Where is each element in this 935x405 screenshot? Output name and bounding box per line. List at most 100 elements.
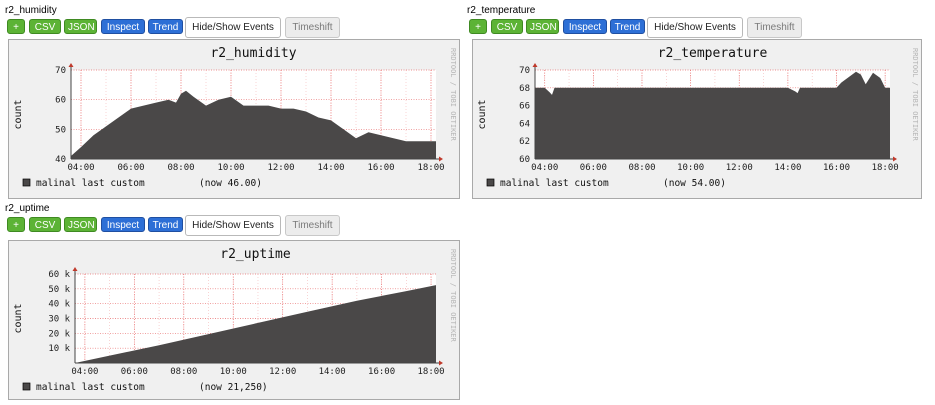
x-tick-label: 12:00 [267, 163, 294, 173]
y-tick-label: 60 k [48, 270, 70, 280]
series-area [535, 71, 890, 159]
trend-button[interactable]: Trend [148, 217, 183, 232]
json-button[interactable]: JSON [64, 217, 97, 232]
x-axis-arrow [439, 360, 443, 366]
y-axis-label: count [13, 303, 24, 333]
y-tick-label: 40 [55, 155, 66, 165]
x-tick-label: 12:00 [726, 163, 753, 173]
x-tick-label: 14:00 [774, 163, 801, 173]
csv-button[interactable]: CSV [29, 217, 61, 232]
x-tick-label: 10:00 [677, 163, 704, 173]
series-area [71, 90, 436, 159]
legend-current-value: (now 54.00) [663, 178, 726, 189]
rrdtool-watermark: RRDTOOL / TOBI OETIKER [911, 48, 919, 142]
x-tick-label: 10:00 [217, 163, 244, 173]
chart-svg: 04:00 06:00 08:00 10:00 12:00 14:00 16:00 18:00… [13, 247, 457, 393]
chart-image: 04:00 06:00 08:00 10:00 12:00 14:00 16:00 18:00… [8, 240, 460, 400]
x-tick-label: 10:00 [220, 367, 247, 377]
y-axis-label: count [477, 99, 488, 129]
hide-show-events-button[interactable]: Hide/Show Events [185, 17, 281, 38]
legend-series-name: malinal last custom [36, 178, 145, 189]
panel-title: r2_humidity [5, 5, 57, 16]
legend-swatch [486, 178, 495, 187]
y-tick-label: 62 [519, 137, 530, 147]
legend-series-name: malinal last custom [36, 382, 145, 393]
x-tick-label: 12:00 [269, 367, 296, 377]
y-axis-arrow [72, 267, 78, 271]
chart-svg: 04:00 06:00 08:00 10:00 12:00 14:00 16:00 18:00… [13, 46, 457, 189]
x-tick-label: 06:00 [580, 163, 607, 173]
y-tick-label: 40 k [48, 300, 70, 310]
add-button[interactable]: + [7, 19, 25, 34]
x-tick-label: 06:00 [117, 163, 144, 173]
x-axis-arrow [439, 156, 443, 162]
x-tick-label: 04:00 [531, 163, 558, 173]
x-tick-label: 18:00 [872, 163, 899, 173]
chart-title: r2_temperature [658, 46, 768, 61]
timeshift-button[interactable]: Timeshift [285, 215, 340, 236]
y-tick-label: 50 k [48, 285, 70, 295]
y-tick-label: 50 [55, 125, 66, 135]
trend-button[interactable]: Trend [148, 19, 183, 34]
csv-button[interactable]: CSV [491, 19, 523, 34]
x-tick-label: 04:00 [67, 163, 94, 173]
y-tick-label: 68 [519, 84, 530, 94]
y-tick-label: 66 [519, 102, 530, 112]
x-tick-label: 16:00 [823, 163, 850, 173]
json-button[interactable]: JSON [64, 19, 97, 34]
x-tick-label: 06:00 [121, 367, 148, 377]
csv-button[interactable]: CSV [29, 19, 61, 34]
y-tick-label: 70 [519, 66, 530, 76]
timeshift-button[interactable]: Timeshift [285, 17, 340, 38]
timeshift-button[interactable]: Timeshift [747, 17, 802, 38]
y-axis-arrow [68, 63, 74, 67]
panel-title: r2_uptime [5, 203, 50, 214]
x-tick-label: 18:00 [417, 163, 444, 173]
hide-show-events-button[interactable]: Hide/Show Events [647, 17, 743, 38]
add-button[interactable]: + [469, 19, 487, 34]
x-tick-label: 08:00 [167, 163, 194, 173]
y-tick-label: 30 k [48, 315, 70, 325]
json-button[interactable]: JSON [526, 19, 559, 34]
y-axis-label: count [13, 99, 24, 129]
y-axis-arrow [532, 63, 538, 67]
x-tick-label: 16:00 [368, 367, 395, 377]
x-tick-label: 16:00 [367, 163, 394, 173]
legend-swatch [22, 178, 31, 187]
trend-button[interactable]: Trend [610, 19, 645, 34]
chart-image: 04:00 06:00 08:00 10:00 12:00 14:00 16:00 18:00… [8, 39, 460, 199]
panel-title: r2_temperature [467, 5, 536, 16]
rrdtool-watermark: RRDTOOL / TOBI OETIKER [449, 249, 457, 343]
inspect-button[interactable]: Inspect [101, 217, 145, 232]
inspect-button[interactable]: Inspect [563, 19, 607, 34]
chart-title: r2_uptime [220, 247, 291, 262]
x-tick-label: 04:00 [71, 367, 98, 377]
series-area [75, 285, 436, 363]
x-tick-label: 14:00 [319, 367, 346, 377]
y-tick-label: 20 k [48, 329, 70, 339]
x-tick-label: 08:00 [628, 163, 655, 173]
y-tick-label: 64 [519, 119, 530, 129]
hide-show-events-button[interactable]: Hide/Show Events [185, 215, 281, 236]
legend-swatch [22, 382, 31, 391]
x-axis-arrow [893, 156, 897, 162]
panel-humidity: r2_humidity + CSV JSON Inspect Trend Hid… [5, 5, 460, 200]
x-tick-label: 14:00 [317, 163, 344, 173]
panel-uptime: r2_uptime + CSV JSON Inspect Trend Hide/… [5, 203, 460, 403]
chart-image: 04:00 06:00 08:00 10:00 12:00 14:00 16:00 18:00… [472, 39, 922, 199]
chart-title: r2_humidity [210, 46, 296, 61]
legend-current-value: (now 21,250) [199, 382, 268, 393]
y-tick-label: 60 [519, 155, 530, 165]
rrdtool-watermark: RRDTOOL / TOBI OETIKER [449, 48, 457, 142]
x-tick-label: 18:00 [418, 367, 445, 377]
inspect-button[interactable]: Inspect [101, 19, 145, 34]
chart-svg: 04:00 06:00 08:00 10:00 12:00 14:00 16:00 18:00… [477, 46, 919, 189]
legend-current-value: (now 46.00) [199, 178, 262, 189]
y-tick-label: 60 [55, 96, 66, 106]
x-tick-label: 08:00 [170, 367, 197, 377]
add-button[interactable]: + [7, 217, 25, 232]
y-tick-label: 10 k [48, 344, 70, 354]
panel-temperature: r2_temperature + CSV JSON Inspect Trend … [467, 5, 922, 200]
legend-series-name: malinal last custom [500, 178, 609, 189]
y-tick-label: 70 [55, 66, 66, 76]
